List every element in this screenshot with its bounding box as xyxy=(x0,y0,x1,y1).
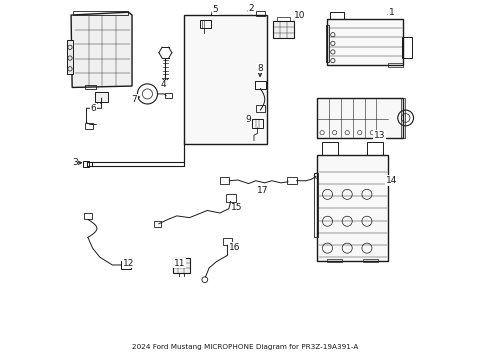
Bar xyxy=(287,177,296,184)
Bar xyxy=(367,142,383,155)
Text: 10: 10 xyxy=(294,10,305,19)
Bar xyxy=(256,12,265,17)
Bar xyxy=(327,259,342,262)
Bar xyxy=(184,15,267,144)
Text: 13: 13 xyxy=(374,131,385,140)
Bar xyxy=(226,194,236,202)
Bar xyxy=(223,238,232,245)
Bar xyxy=(322,142,338,155)
Bar xyxy=(200,20,211,28)
Text: 9: 9 xyxy=(245,115,251,124)
Bar xyxy=(95,92,108,102)
Bar xyxy=(68,40,73,74)
Bar xyxy=(255,81,266,89)
Bar xyxy=(153,221,161,226)
Bar xyxy=(314,173,318,237)
Text: 2: 2 xyxy=(248,4,254,13)
Text: 17: 17 xyxy=(256,185,268,194)
Text: 14: 14 xyxy=(386,176,397,185)
Bar xyxy=(256,105,265,112)
Text: 6: 6 xyxy=(91,104,97,113)
Bar xyxy=(273,21,294,39)
Bar xyxy=(252,120,263,128)
Bar xyxy=(327,19,403,65)
Bar xyxy=(85,85,96,89)
Text: 12: 12 xyxy=(123,259,134,268)
Bar xyxy=(317,155,389,261)
Text: 1: 1 xyxy=(389,8,395,17)
Bar xyxy=(364,259,378,262)
Text: 11: 11 xyxy=(174,259,186,268)
Text: 5: 5 xyxy=(213,5,219,14)
Bar xyxy=(220,177,229,184)
Polygon shape xyxy=(71,12,132,87)
Text: 15: 15 xyxy=(231,203,243,212)
Bar xyxy=(389,63,403,67)
Text: 16: 16 xyxy=(229,243,241,252)
Bar xyxy=(401,98,405,138)
Text: 4: 4 xyxy=(160,81,166,90)
Bar xyxy=(122,261,131,269)
Text: 8: 8 xyxy=(257,64,263,73)
Bar xyxy=(84,213,92,220)
Bar xyxy=(85,123,93,129)
Bar xyxy=(326,25,329,62)
Bar xyxy=(172,258,190,273)
Bar xyxy=(73,11,128,15)
Bar xyxy=(402,37,412,58)
Text: 2024 Ford Mustang MICROPHONE Diagram for PR3Z-19A391-A: 2024 Ford Mustang MICROPHONE Diagram for… xyxy=(132,344,358,350)
Text: 3: 3 xyxy=(72,158,77,167)
Bar xyxy=(317,98,403,138)
Bar xyxy=(330,12,344,19)
Bar xyxy=(277,17,290,21)
Bar xyxy=(83,161,89,167)
Bar xyxy=(166,93,172,98)
Text: 7: 7 xyxy=(132,95,137,104)
